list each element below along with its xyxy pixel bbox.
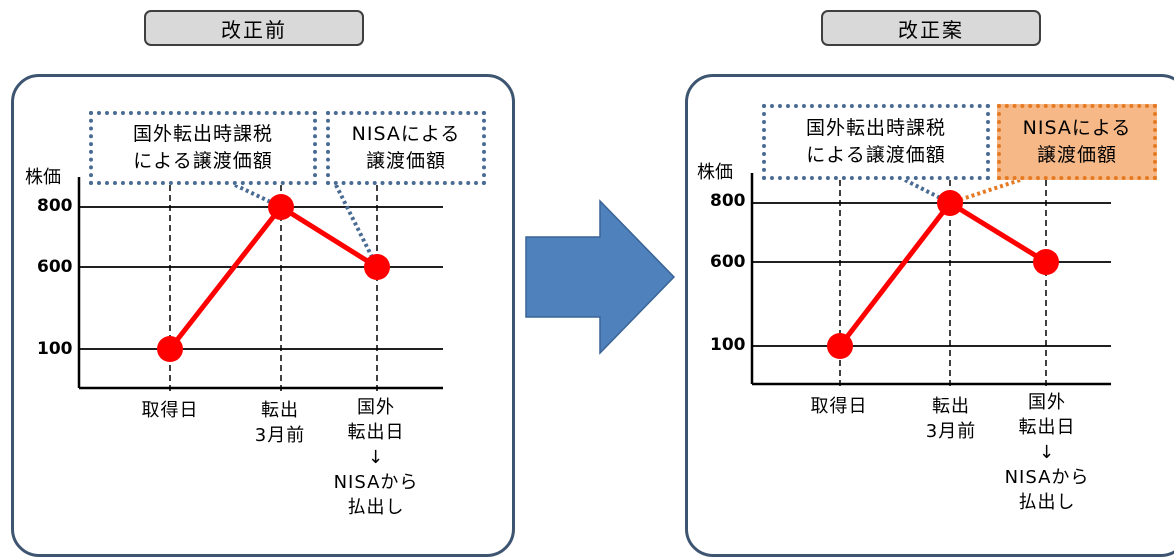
callout-line: 国外転出時課税 bbox=[132, 123, 273, 145]
callout-line: NISAによる bbox=[1022, 117, 1132, 139]
before-transfer-tax-callout: 国外転出時課税 による譲渡価額 bbox=[89, 111, 317, 185]
before-revision-label: 改正前 bbox=[144, 10, 364, 46]
before-x-category-3-months: 転出 3月前 bbox=[254, 400, 306, 446]
data-point-800 bbox=[937, 190, 963, 216]
before-tick-800: 800 bbox=[37, 196, 73, 216]
callout-line: 譲渡価額 bbox=[365, 150, 446, 172]
before-tick-100: 100 bbox=[37, 339, 73, 359]
before-y-axis-label: 株価 bbox=[25, 167, 61, 188]
proposed-y-axis-label: 株価 bbox=[697, 162, 733, 183]
proposed-nisa-callout-highlighted: NISAによる 譲渡価額 bbox=[997, 104, 1157, 180]
data-point-600 bbox=[1033, 249, 1059, 275]
data-point-100 bbox=[827, 333, 853, 359]
callout-line: 国外転出時課税 bbox=[805, 117, 946, 139]
data-point-100 bbox=[157, 336, 183, 362]
price-line bbox=[838, 200, 1048, 348]
before-tick-600: 600 bbox=[37, 257, 73, 277]
data-point-800 bbox=[268, 194, 294, 220]
before-x-category-acquisition: 取得日 bbox=[141, 400, 199, 421]
arrow-right-icon bbox=[525, 199, 676, 355]
proposed-x-category-3-months: 転出 3月前 bbox=[925, 396, 977, 442]
proposed-transfer-tax-callout: 国外転出時課税 による譲渡価額 bbox=[762, 104, 990, 180]
before-nisa-callout: NISAによる 譲渡価額 bbox=[326, 111, 486, 185]
proposed-tick-600: 600 bbox=[710, 252, 746, 272]
callout-line: NISAによる bbox=[351, 123, 461, 145]
callout-line: による譲渡価額 bbox=[806, 144, 946, 166]
proposed-tick-100: 100 bbox=[710, 335, 746, 355]
data-point-600 bbox=[364, 254, 390, 280]
callout-line: による譲渡価額 bbox=[133, 150, 273, 172]
proposed-x-category-acquisition: 取得日 bbox=[810, 396, 868, 417]
proposed-revision-label: 改正案 bbox=[821, 10, 1041, 46]
callout-line: 譲渡価額 bbox=[1036, 144, 1117, 166]
proposed-tick-800: 800 bbox=[710, 191, 746, 211]
proposed-x-category-departure: 国外 転出日 ↓ NISAから 払出し bbox=[1004, 392, 1090, 513]
before-x-category-departure: 国外 転出日 ↓ NISAから 払出し bbox=[333, 397, 419, 518]
